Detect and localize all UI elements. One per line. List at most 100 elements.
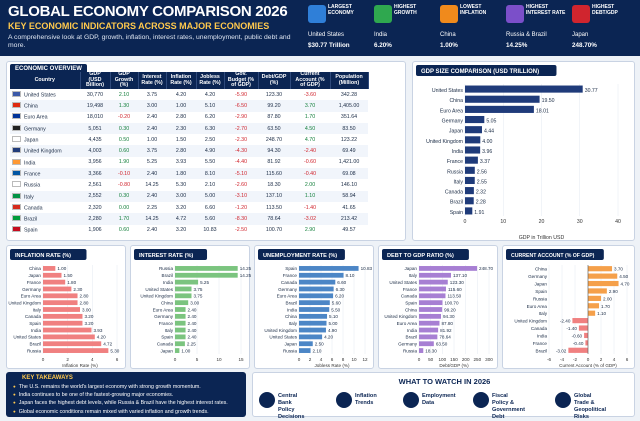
country-cell: Italy <box>10 190 80 202</box>
tick-label: 0 <box>418 357 421 362</box>
gdp-size-panel: GDP SIZE COMPARISON (USD TRILLION) 0 10 20 3… <box>412 61 635 241</box>
table-cell: 5.60 <box>196 213 224 225</box>
tick-label: 2 <box>66 357 69 362</box>
bar <box>299 279 336 285</box>
table-cell: -4.30 <box>224 145 258 157</box>
table-row: India 3,956 1.90 5.25 3.93 5.50 -4.40 81.92 -0.6… <box>10 157 368 168</box>
table-cell: -1.40 <box>303 204 317 211</box>
bar <box>465 126 482 134</box>
table-cell: 123.22 <box>340 136 358 143</box>
bar <box>419 327 439 333</box>
category-label: France <box>447 159 463 165</box>
table-cell: 3,956 <box>88 159 102 166</box>
data-label: 14.25 <box>240 266 251 271</box>
category-label: Italy <box>409 273 418 278</box>
data-label: 19.50 <box>542 98 555 104</box>
table-cell: 4,435 <box>88 136 102 143</box>
bar <box>419 320 440 326</box>
bar <box>299 272 344 278</box>
bar <box>465 166 475 174</box>
document-icon <box>473 392 489 408</box>
interest-rate-chart: INTEREST RATE (%) 0 5 10 15 Russia 14.25 Brazil… <box>134 249 252 362</box>
data-label: 115.60 <box>448 287 462 292</box>
column-header: Debt/GDP (%) <box>258 72 291 89</box>
bar <box>588 273 618 279</box>
chart-title-bg <box>506 249 604 260</box>
table-cell: 2.90 <box>304 227 316 234</box>
table-cell: 6.60 <box>204 204 216 211</box>
kpi-lowest-inflation: LOWEST INFLATION China 1.00% <box>440 4 487 49</box>
takeaway-item: Japan faces the highest debt levels, whi… <box>13 399 228 407</box>
axis-label: Debt/GDP (%) <box>439 363 469 368</box>
table-cell: 3.70 <box>290 100 330 112</box>
table-cell: 6.30 <box>196 122 224 135</box>
bar <box>588 280 619 287</box>
data-label: 4.20 <box>97 335 106 340</box>
category-label: United States <box>269 335 297 340</box>
bar <box>43 334 95 340</box>
bar <box>43 341 102 347</box>
country-cell: Brazil <box>10 213 80 225</box>
chart-title: CURRENT ACCOUNT (% OF GDP) <box>511 253 595 259</box>
data-label: 4.90 <box>328 328 337 333</box>
table-cell: 49.57 <box>342 227 356 234</box>
bar <box>419 307 443 312</box>
economic-overview-table: Country GDP (USD Billion) GDP Growth (%) In… <box>10 71 369 236</box>
bar <box>43 266 56 271</box>
table-cell: 2,320 <box>88 204 102 211</box>
bank-icon <box>506 5 524 23</box>
table-cell: 5.30 <box>175 182 187 189</box>
bar <box>43 300 78 306</box>
data-label: 3.00 <box>82 307 91 312</box>
table-cell: 99.20 <box>258 100 290 112</box>
category-label: Germany <box>22 287 42 292</box>
country-cell: Russia <box>10 179 80 190</box>
table-cell: -2.40 <box>290 145 330 157</box>
country-cell: United Kingdom <box>10 145 80 157</box>
category-label: France <box>533 341 548 346</box>
bar <box>175 307 186 312</box>
column-header: GDP (USD Billion) <box>80 71 111 89</box>
category-label: Russia <box>27 348 41 353</box>
bar <box>175 272 238 278</box>
bar <box>419 341 434 347</box>
category-label: Canada <box>25 314 42 319</box>
category-label: Italy <box>453 179 463 185</box>
category-label: Italy <box>165 328 174 333</box>
globe-icon <box>555 392 571 408</box>
table-row: United Kingdom 4,003 0.60 3.75 2.80 4.90 -4.30… <box>10 145 368 157</box>
data-label: -3.02 <box>556 348 567 353</box>
bar <box>175 334 186 340</box>
tick-label: 200 <box>462 357 470 362</box>
table-cell: 1.10 <box>290 190 330 202</box>
kpi-highest-growth: HIGHEST GROWTH India 6.20% <box>374 4 417 49</box>
table-cell: 0.50 <box>118 136 130 143</box>
bar <box>175 300 189 306</box>
data-label: 3.75 <box>194 294 203 299</box>
data-label: 5.30 <box>110 348 119 353</box>
table-header-row: Country GDP (USD Billion) GDP Growth (%) In… <box>10 71 369 89</box>
tick-label: 40 <box>615 219 621 225</box>
current-account-panel: CURRENT ACCOUNT (% OF GDP) -6 -4 -2 0 2 4 6 Chin… <box>502 245 635 369</box>
flag-icon <box>12 226 21 233</box>
category-label: Euro Area <box>440 108 463 114</box>
table-cell: 3.20 <box>175 204 187 211</box>
data-label: 1.00 <box>57 266 66 271</box>
data-label: 2.55 <box>477 179 487 185</box>
flag-icon <box>12 113 21 120</box>
tick-label: 0 <box>464 219 467 225</box>
bar <box>588 266 613 272</box>
table-cell: 18.30 <box>267 182 281 189</box>
table-cell: 342.28 <box>340 91 358 98</box>
tick-label: 6 <box>626 357 629 362</box>
table-cell: 81.92 <box>267 159 281 166</box>
chart-title: GDP SIZE COMPARISON (USD TRILLION) <box>421 69 539 75</box>
bar <box>299 313 328 319</box>
table-cell: 4.72 <box>166 213 196 225</box>
category-label: Japan <box>404 266 417 271</box>
chart-title-bg <box>382 249 469 260</box>
bar <box>465 115 485 124</box>
data-label: 6.30 <box>336 287 345 292</box>
table-cell: -2.90 <box>234 114 248 121</box>
tick-label: 8 <box>342 357 345 362</box>
